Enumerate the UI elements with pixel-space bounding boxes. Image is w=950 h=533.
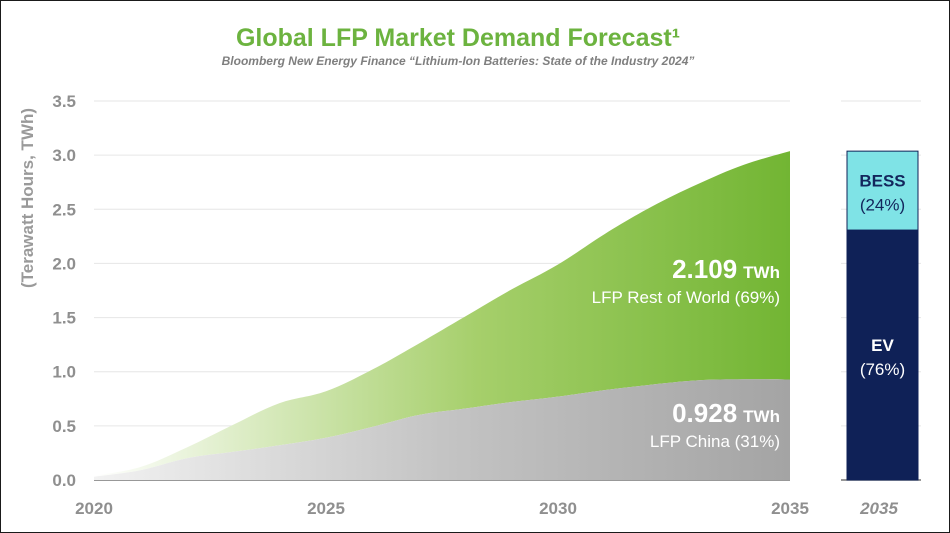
side-bar-segment-bess [846, 150, 919, 231]
y-axis-label: (Terawatt Hours, TWh) [18, 108, 37, 288]
annotation-rest-of-world: 2.109 TWh LFP Rest of World (69%) [592, 254, 780, 307]
china-label: LFP China (31%) [650, 432, 780, 451]
chart-subtitle: Bloomberg New Energy Finance “Lithium-Io… [222, 54, 695, 68]
row-value: 2.109 [672, 254, 737, 284]
row-unit: TWh [743, 263, 780, 282]
side-stacked-bar: EV (76%) BESS (24%) [846, 150, 919, 481]
side-bar-segment-ev [846, 229, 919, 481]
y-tick-label: 2.5 [52, 200, 76, 219]
side-bar-label-ev: EV [871, 336, 894, 355]
y-tick-label: 2.0 [52, 254, 76, 273]
x-tick-label: 2035 [771, 499, 809, 518]
side-bar-x-label: 2035 [859, 499, 898, 518]
y-tick-label: 3.0 [52, 146, 76, 165]
area-series [94, 151, 790, 480]
annotation-china: 0.928 TWh LFP China (31%) [650, 398, 780, 451]
y-tick-label: 1.0 [52, 363, 76, 382]
side-bar-label-bess: BESS [859, 172, 905, 191]
area-lfp-rest-of-world [94, 151, 790, 477]
side-bar-percent-bess: (24%) [860, 196, 905, 215]
row-label: LFP Rest of World (69%) [592, 288, 780, 307]
china-value: 0.928 [672, 398, 737, 428]
area-lfp-china [94, 379, 790, 480]
side-bar-percent-ev: (76%) [860, 360, 905, 379]
x-tick-label: 2025 [307, 499, 345, 518]
y-tick-label: 0.0 [52, 471, 76, 490]
y-tick-label: 0.5 [52, 417, 76, 436]
x-tick-label: 2030 [539, 499, 577, 518]
china-unit: TWh [743, 407, 780, 426]
x-tick-label: 2020 [75, 499, 113, 518]
y-tick-labels: 0.0 0.5 1.0 1.5 2.0 2.5 3.0 3.5 [52, 92, 76, 490]
y-tick-label: 1.5 [52, 309, 76, 328]
chart-title: Global LFP Market Demand Forecast¹ [236, 24, 680, 52]
y-tick-label: 3.5 [52, 92, 76, 111]
x-tick-labels: 2020 2025 2030 2035 2035 [75, 499, 898, 518]
